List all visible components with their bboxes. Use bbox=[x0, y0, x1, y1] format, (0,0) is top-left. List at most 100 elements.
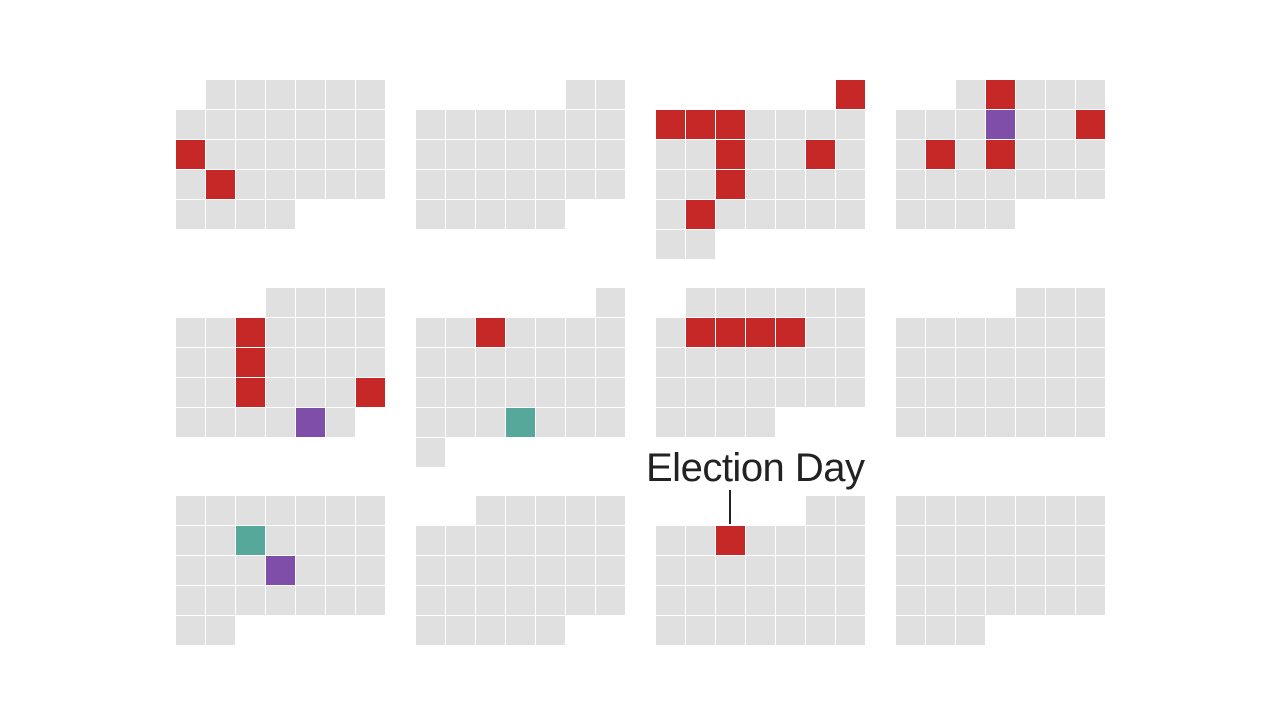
day-cell bbox=[926, 110, 955, 139]
day-cell bbox=[356, 496, 385, 525]
day-cell bbox=[1076, 408, 1105, 437]
day-cell bbox=[266, 288, 295, 317]
day-cell bbox=[326, 110, 355, 139]
day-cell bbox=[506, 378, 535, 407]
day-cell bbox=[296, 378, 325, 407]
day-cell bbox=[1076, 140, 1105, 169]
day-cell bbox=[416, 318, 445, 347]
day-cell bbox=[746, 170, 775, 199]
day-cell bbox=[446, 170, 475, 199]
day-cell bbox=[686, 230, 715, 259]
day-cell bbox=[926, 526, 955, 555]
day-cell bbox=[566, 80, 595, 109]
day-cell bbox=[926, 408, 955, 437]
day-cell bbox=[416, 408, 445, 437]
day-cell bbox=[326, 170, 355, 199]
day-cell bbox=[296, 526, 325, 555]
day-cell bbox=[326, 378, 355, 407]
day-cell bbox=[746, 586, 775, 615]
day-cell bbox=[746, 140, 775, 169]
day-cell bbox=[746, 556, 775, 585]
day-cell bbox=[746, 526, 775, 555]
day-cell bbox=[326, 80, 355, 109]
day-cell bbox=[446, 586, 475, 615]
day-cell bbox=[206, 526, 235, 555]
day-cell bbox=[566, 378, 595, 407]
day-cell bbox=[956, 408, 985, 437]
day-cell bbox=[566, 110, 595, 139]
day-cell bbox=[476, 170, 505, 199]
day-cell-marked bbox=[986, 110, 1015, 139]
day-cell-marked bbox=[236, 348, 265, 377]
day-cell bbox=[836, 288, 865, 317]
day-cell bbox=[1016, 526, 1045, 555]
day-cell bbox=[1016, 378, 1045, 407]
day-cell bbox=[536, 496, 565, 525]
day-cell bbox=[776, 348, 805, 377]
day-cell bbox=[596, 140, 625, 169]
day-cell bbox=[236, 140, 265, 169]
day-cell bbox=[746, 110, 775, 139]
day-cell bbox=[446, 348, 475, 377]
day-cell bbox=[896, 170, 925, 199]
day-cell bbox=[896, 140, 925, 169]
day-cell bbox=[656, 378, 685, 407]
day-cell bbox=[176, 170, 205, 199]
day-cell bbox=[1046, 408, 1075, 437]
day-cell bbox=[836, 556, 865, 585]
day-cell bbox=[596, 378, 625, 407]
day-cell bbox=[416, 170, 445, 199]
day-cell bbox=[1046, 288, 1075, 317]
day-cell bbox=[1016, 140, 1045, 169]
day-cell-marked bbox=[686, 110, 715, 139]
day-cell bbox=[206, 110, 235, 139]
day-cell bbox=[296, 556, 325, 585]
day-cell bbox=[416, 556, 445, 585]
day-cell bbox=[1046, 526, 1075, 555]
day-cell bbox=[1046, 586, 1075, 615]
day-cell bbox=[746, 288, 775, 317]
day-cell bbox=[656, 408, 685, 437]
day-cell bbox=[956, 140, 985, 169]
day-cell bbox=[476, 526, 505, 555]
day-cell-marked bbox=[716, 110, 745, 139]
day-cell bbox=[686, 526, 715, 555]
day-cell bbox=[236, 496, 265, 525]
day-cell-marked bbox=[776, 318, 805, 347]
day-cell bbox=[1076, 526, 1105, 555]
day-cell bbox=[1016, 170, 1045, 199]
day-cell bbox=[806, 556, 835, 585]
day-cell bbox=[956, 378, 985, 407]
day-cell bbox=[1046, 378, 1075, 407]
day-cell bbox=[956, 318, 985, 347]
day-cell bbox=[446, 378, 475, 407]
day-cell bbox=[716, 616, 745, 645]
day-cell bbox=[896, 110, 925, 139]
day-cell bbox=[536, 140, 565, 169]
day-cell-marked bbox=[206, 170, 235, 199]
day-cell bbox=[806, 348, 835, 377]
day-cell bbox=[356, 348, 385, 377]
day-cell bbox=[956, 80, 985, 109]
day-cell bbox=[686, 140, 715, 169]
day-cell bbox=[686, 586, 715, 615]
day-cell bbox=[776, 616, 805, 645]
day-cell bbox=[806, 496, 835, 525]
day-cell bbox=[1076, 586, 1105, 615]
day-cell-marked bbox=[356, 378, 385, 407]
day-cell bbox=[956, 200, 985, 229]
day-cell bbox=[926, 170, 955, 199]
day-cell bbox=[716, 348, 745, 377]
day-cell bbox=[446, 556, 475, 585]
day-cell bbox=[1046, 318, 1075, 347]
day-cell bbox=[746, 408, 775, 437]
day-cell bbox=[926, 200, 955, 229]
day-cell bbox=[686, 408, 715, 437]
day-cell bbox=[326, 496, 355, 525]
day-cell bbox=[1016, 110, 1045, 139]
day-cell bbox=[296, 496, 325, 525]
day-cell bbox=[686, 616, 715, 645]
day-cell bbox=[1016, 348, 1045, 377]
day-cell bbox=[176, 616, 205, 645]
